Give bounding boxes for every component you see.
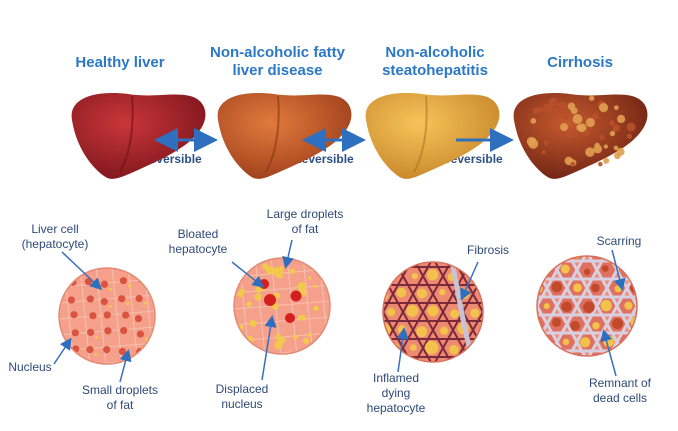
title-cirrhosis: Cirrhosis bbox=[547, 54, 613, 71]
title-healthy-liver: Healthy liver bbox=[75, 54, 165, 71]
label-inflamed-hepatocyte: Inflamed dying hepatocyte bbox=[366, 371, 426, 415]
liver-healthy bbox=[71, 93, 206, 179]
liver-cirrhosis bbox=[513, 93, 648, 179]
label-displaced-nucleus: Displaced nucleus bbox=[215, 382, 269, 411]
label-nucleus: Nucleus bbox=[8, 360, 52, 374]
label-liver-cell: Liver cell (hepatocyte) bbox=[21, 222, 89, 251]
title-nafld: Non-alcoholic fatty liver disease bbox=[209, 44, 345, 79]
liver-fatty bbox=[217, 93, 352, 179]
tissue-fatty bbox=[233, 257, 331, 355]
label-remnant-dead-cells: Remnant of dead cells bbox=[588, 376, 652, 405]
liver-nash bbox=[365, 93, 500, 179]
leader-lines bbox=[53, 239, 626, 383]
label-bloated-hepatocyte: Bloated hepatocyte bbox=[168, 227, 228, 256]
tissue-nash bbox=[382, 261, 484, 363]
title-nash: Non-alcoholic steatohepatitis bbox=[382, 44, 488, 79]
tissue-cirrhosis bbox=[536, 255, 638, 357]
tissue-healthy bbox=[58, 267, 156, 365]
label-scarring: Scarring bbox=[596, 234, 642, 248]
label-large-droplets: Large droplets of fat bbox=[266, 207, 344, 236]
label-small-droplets: Small droplets of fat bbox=[81, 383, 159, 412]
label-fibrosis: Fibrosis bbox=[466, 243, 509, 257]
